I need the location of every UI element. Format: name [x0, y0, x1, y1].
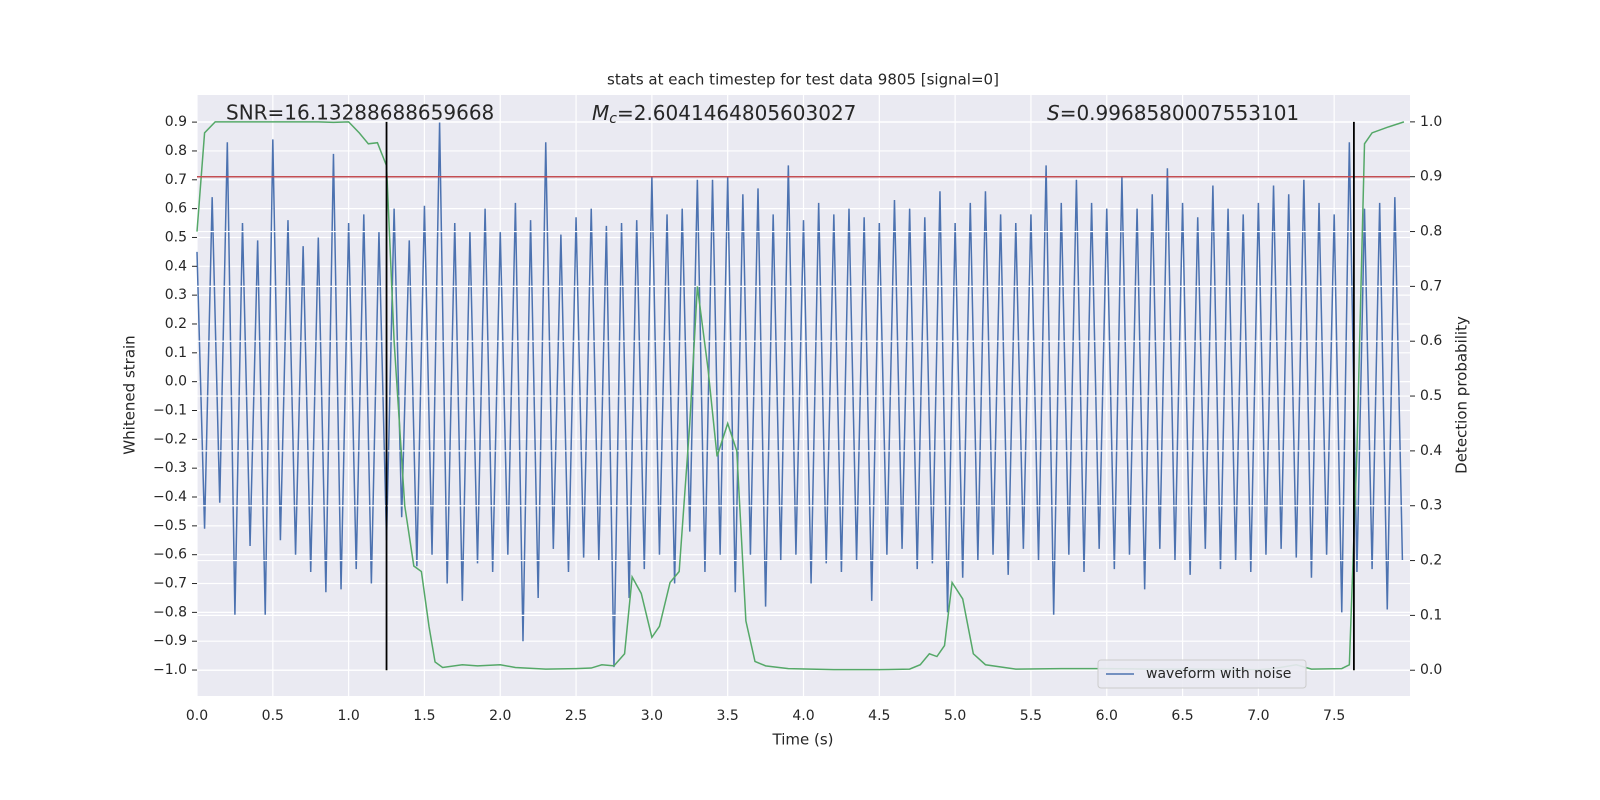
- x-tick-label: 5.0: [944, 708, 966, 724]
- x-tick-label: 4.5: [868, 708, 890, 724]
- x-tick-label: 0.0: [186, 708, 208, 724]
- y-tick-label: 0.7: [165, 172, 187, 188]
- y-tick-label: 0.2: [165, 316, 187, 332]
- y-tick-label: −0.6: [153, 547, 187, 563]
- y-tick-label: −0.7: [153, 576, 187, 592]
- x-tick-label: 0.5: [262, 708, 284, 724]
- x-tick-label: 1.5: [413, 708, 435, 724]
- x-tick-label: 6.0: [1096, 708, 1118, 724]
- x-tick-label: 2.0: [489, 708, 511, 724]
- y-tick-label: 0.1: [165, 345, 187, 361]
- y-tick-label: −1.0: [153, 662, 187, 678]
- y-tick-label: 0.9: [165, 114, 187, 130]
- y-tick-label: −0.2: [153, 431, 187, 447]
- y2-tick-label: 0.6: [1420, 333, 1442, 349]
- annotation-symbol: M: [592, 101, 609, 125]
- y2-tick-label: 0.7: [1420, 278, 1442, 294]
- annotation-symbol: S: [1047, 101, 1060, 125]
- x-tick-label: 7.5: [1323, 708, 1345, 724]
- y2-tick-label: 0.4: [1420, 443, 1442, 459]
- y-tick-label: −0.8: [153, 604, 187, 620]
- y-tick-label: 0.0: [165, 374, 187, 390]
- y-tick-label: 0.3: [165, 287, 187, 303]
- y2-tick-label: 0.3: [1420, 498, 1442, 514]
- y-tick-label: 0.8: [165, 143, 187, 159]
- x-tick-label: 4.0: [792, 708, 814, 724]
- y2-tick-label: 0.1: [1420, 607, 1442, 623]
- y-tick-label: 0.4: [165, 258, 187, 274]
- annotation-text: =2.6041464805603027: [617, 101, 856, 125]
- over-layer: waveform with noise: [196, 121, 1410, 689]
- y-tick-label: 0.6: [165, 201, 187, 217]
- annotation: SNR=16.13288688659668: [226, 101, 494, 125]
- x-tick-label: 6.5: [1171, 708, 1193, 724]
- annotation-subscript: c: [609, 111, 617, 127]
- legend-box: [1097, 659, 1307, 689]
- x-tick-label: 3.0: [641, 708, 663, 724]
- y-axis-label: Whitened strain: [121, 335, 139, 454]
- annotation: Mc=2.6041464805603027: [592, 101, 856, 128]
- y2-axis-label: Detection probability: [1453, 316, 1471, 474]
- y-tick-label: −0.3: [153, 460, 187, 476]
- x-tick-label: 5.5: [1020, 708, 1042, 724]
- y-tick-label: −0.1: [153, 402, 187, 418]
- y2-tick-label: 0.5: [1420, 388, 1442, 404]
- y-tick-label: −0.9: [153, 633, 187, 649]
- y2-tick-label: 0.2: [1420, 553, 1442, 569]
- x-tick-label: 7.0: [1247, 708, 1269, 724]
- annotation: S=0.9968580007553101: [1047, 101, 1299, 125]
- y-tick-label: −0.5: [153, 518, 187, 534]
- legend-label: waveform with noise: [1146, 666, 1291, 682]
- annotation-text: =0.9968580007553101: [1060, 101, 1299, 125]
- series-line: [196, 122, 1404, 668]
- y2-tick-label: 0.8: [1420, 224, 1442, 240]
- x-tick-label: 2.5: [565, 708, 587, 724]
- x-tick-label: 1.0: [337, 708, 359, 724]
- chart-title: stats at each timestep for test data 980…: [607, 71, 999, 89]
- y2-tick-label: 0.0: [1420, 662, 1442, 678]
- x-axis-label: Time (s): [772, 731, 834, 749]
- y-tick-label: 0.5: [165, 229, 187, 245]
- y2-tick-label: 1.0: [1420, 114, 1442, 130]
- y-tick-label: −0.4: [153, 489, 187, 505]
- x-tick-label: 3.5: [717, 708, 739, 724]
- y2-tick-label: 0.9: [1420, 169, 1442, 185]
